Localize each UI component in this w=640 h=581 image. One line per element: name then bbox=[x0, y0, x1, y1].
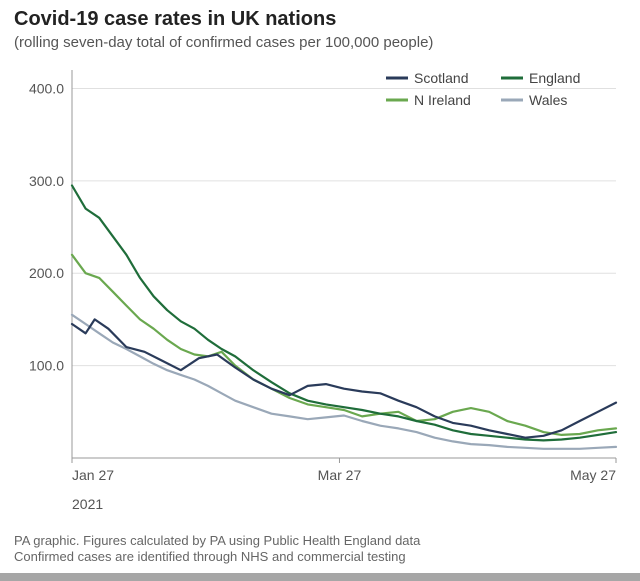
legend-label-scotland: Scotland bbox=[414, 70, 468, 86]
y-tick-label: 400.0 bbox=[29, 80, 64, 96]
chart-title: Covid-19 case rates in UK nations bbox=[14, 8, 336, 31]
footnote-line-2: Confirmed cases are identified through N… bbox=[14, 548, 406, 566]
line-chart-svg: 100.0 200.0 300.0 400.0 Jan 27 Mar 27 May 27 Sc… bbox=[14, 60, 626, 500]
series-scotland bbox=[72, 319, 616, 437]
series-england bbox=[72, 186, 616, 441]
chart-container: Covid-19 case rates in UK nations (rolli… bbox=[0, 0, 640, 581]
legend-label-england: England bbox=[529, 70, 580, 86]
x-tick-label: Mar 27 bbox=[318, 467, 362, 483]
legend-label-nireland: N Ireland bbox=[414, 92, 471, 108]
legend-label-wales: Wales bbox=[529, 92, 567, 108]
x-axis-year-label: 2021 bbox=[72, 496, 103, 512]
x-tick-label: Jan 27 bbox=[72, 467, 114, 483]
chart-subtitle: (rolling seven-day total of confirmed ca… bbox=[14, 34, 433, 51]
footnote-line-1: PA graphic. Figures calculated by PA usi… bbox=[14, 532, 420, 550]
y-tick-label: 300.0 bbox=[29, 173, 64, 189]
y-tick-label: 200.0 bbox=[29, 265, 64, 281]
x-tick-label: May 27 bbox=[570, 467, 616, 483]
footer-border bbox=[0, 573, 640, 581]
chart-plot-area: 100.0 200.0 300.0 400.0 Jan 27 Mar 27 May 27 Sc… bbox=[14, 60, 626, 500]
y-tick-label: 100.0 bbox=[29, 358, 64, 374]
